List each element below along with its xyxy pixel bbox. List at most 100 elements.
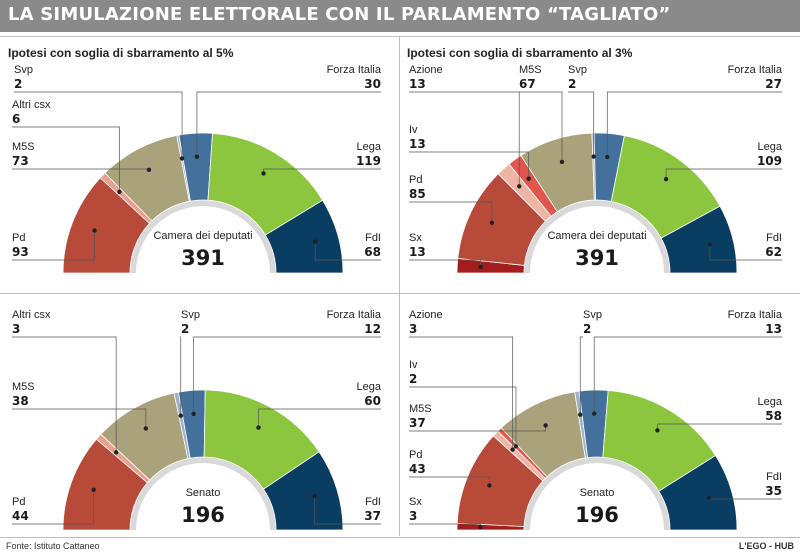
leader-line-pd [12, 230, 95, 261]
party-seats-lega: 109 [757, 154, 782, 168]
leader-line-svp [579, 336, 583, 415]
seat-arc-fdi [660, 205, 738, 274]
party-seats-sx: 13 [409, 245, 426, 259]
inner-shadow-ring [128, 455, 278, 530]
leader-dot-fdi [312, 493, 317, 499]
party-seats-lega: 119 [356, 154, 381, 168]
leader-dot-altri-csx [117, 189, 122, 194]
party-seats-iv: 13 [409, 137, 426, 151]
leader-dot-forza-italia [591, 411, 597, 416]
leader-dot-sx [478, 264, 483, 270]
party-seats-pd: 85 [409, 187, 426, 201]
leader-line-m5s [519, 91, 563, 162]
leader-dot-lega [655, 428, 660, 433]
party-seats-lega: 60 [364, 394, 381, 408]
party-label-fdi: FdI [365, 232, 381, 244]
seat-total: 391 [181, 246, 225, 270]
party-seats-lega: 58 [765, 409, 782, 423]
leader-dot-pd [91, 487, 96, 492]
party-label-forza-italia: Forza Italia [327, 309, 382, 321]
party-label-fdi: FdI [766, 232, 782, 244]
leader-dot-iv [513, 444, 519, 449]
party-seats-svp: 2 [583, 322, 591, 336]
party-seats-altri-csx: 3 [12, 322, 20, 336]
party-label-azione: Azione [409, 309, 443, 321]
credit-note: L'EGO - HUB [738, 541, 794, 551]
party-seats-fdi: 35 [765, 484, 782, 498]
party-label-svp: Svp [14, 64, 33, 76]
leader-dot-iv [526, 176, 531, 181]
seat-arc-fdi [264, 199, 344, 274]
party-seats-forza-italia: 13 [765, 322, 782, 336]
leader-dot-lega [256, 425, 261, 430]
inner-shadow-ring [128, 198, 278, 273]
party-seats-iv: 2 [409, 372, 417, 386]
party-label-azione: Azione [409, 64, 443, 76]
page-title: LA SIMULAZIONE ELETTORALE CON IL PARLAME… [8, 4, 671, 25]
leader-dot-m5s [146, 167, 152, 172]
leader-dot-azione [510, 447, 515, 452]
party-label-m5s: M5S [12, 381, 35, 393]
middle-divider [0, 293, 800, 294]
party-seats-forza-italia: 12 [364, 322, 381, 336]
leader-line-fdi [709, 244, 782, 261]
party-seats-svp: 2 [181, 322, 189, 336]
source-note: Fonte: Istituto Cattaneo [6, 541, 100, 551]
leader-dot-forza-italia [191, 411, 196, 417]
leader-line-iv [409, 151, 530, 179]
party-label-fdi: FdI [365, 496, 381, 508]
party-label-svp: Svp [568, 64, 587, 76]
leader-line-forza-italia [606, 91, 782, 157]
party-seats-forza-italia: 30 [364, 77, 381, 91]
leader-dot-m5s [559, 159, 565, 165]
leader-dot-m5s [143, 426, 149, 431]
party-seats-svp: 2 [14, 77, 22, 91]
party-seats-forza-italia: 27 [765, 77, 782, 91]
seat-total: 196 [181, 503, 225, 527]
party-label-iv: Iv [409, 124, 418, 136]
party-seats-m5s: 37 [409, 416, 426, 430]
party-label-lega: Lega [357, 141, 382, 153]
leader-line-svp [568, 91, 595, 157]
party-seats-fdi: 37 [364, 509, 381, 523]
party-label-lega: Lega [357, 381, 382, 393]
chamber-title: Camera dei deputati [153, 230, 252, 242]
leader-dot-svp [178, 413, 183, 418]
title-bar: LA SIMULAZIONE ELETTORALE CON IL PARLAME… [0, 0, 800, 32]
party-label-pd: Pd [12, 232, 25, 244]
leader-line-lega [665, 168, 782, 180]
party-seats-sx: 3 [409, 509, 417, 523]
leader-dot-sx [478, 524, 483, 530]
party-label-forza-italia: Forza Italia [728, 64, 783, 76]
leader-line-sx [409, 259, 482, 267]
leader-line-svp [14, 91, 183, 159]
party-seats-m5s: 73 [12, 154, 29, 168]
party-seats-azione: 3 [409, 322, 417, 336]
party-label-svp: Svp [583, 309, 602, 321]
party-label-m5s: M5S [519, 64, 542, 76]
leader-line-pd [409, 476, 490, 486]
inner-shadow-ring [522, 455, 672, 530]
party-label-fdi: FdI [766, 471, 782, 483]
leader-line-azione [409, 336, 514, 450]
party-label-pd: Pd [12, 496, 25, 508]
party-seats-fdi: 62 [765, 245, 782, 259]
leader-line-fdi [314, 495, 381, 525]
party-label-sx: Sx [409, 496, 422, 508]
bottom-divider [0, 537, 800, 538]
party-label-lega: Lega [758, 141, 783, 153]
leader-dot-pd [487, 483, 492, 488]
party-seats-fdi: 68 [364, 245, 381, 259]
party-label-altri-csx: Altri csx [12, 309, 51, 321]
leader-line-altri-csx [12, 336, 117, 453]
leader-line-iv [409, 386, 517, 447]
subtitle-3-percent: Ipotesi con soglia di sbarramento al 3% [407, 46, 633, 60]
party-label-sx: Sx [409, 232, 422, 244]
party-label-m5s: M5S [409, 403, 432, 415]
party-label-altri-csx: Altri csx [12, 99, 51, 111]
party-label-svp: Svp [181, 309, 200, 321]
leader-dot-m5s [543, 423, 548, 428]
seat-total: 196 [575, 503, 619, 527]
party-seats-m5s: 67 [519, 77, 536, 91]
